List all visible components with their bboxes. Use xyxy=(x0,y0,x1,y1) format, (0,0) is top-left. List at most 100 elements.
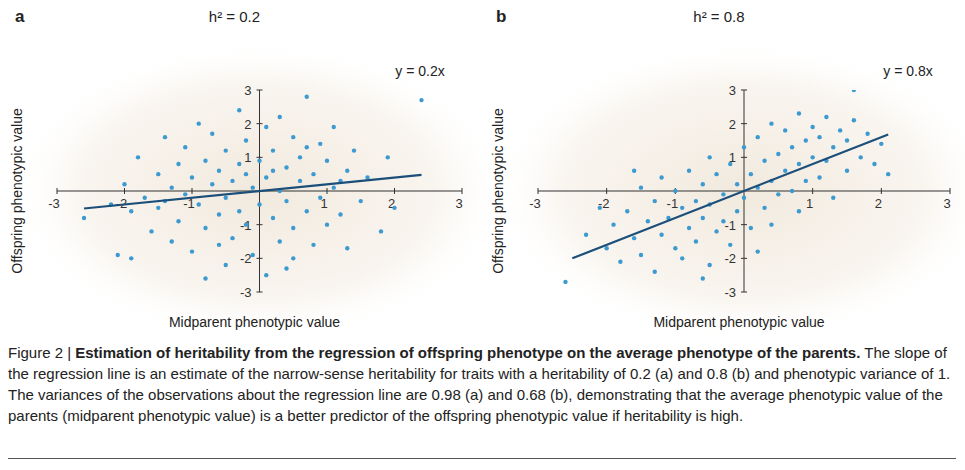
data-point xyxy=(291,135,295,139)
x-axis-label: Midparent phenotypic value xyxy=(169,314,340,330)
data-point xyxy=(278,239,282,243)
data-point xyxy=(338,212,342,216)
data-point xyxy=(203,226,207,230)
data-point xyxy=(210,132,214,136)
data-point xyxy=(251,185,255,189)
data-point xyxy=(149,229,153,233)
x-tick xyxy=(57,188,58,194)
data-point xyxy=(797,209,801,213)
data-point xyxy=(659,233,663,237)
data-point xyxy=(318,142,322,146)
data-point xyxy=(632,169,636,173)
data-point xyxy=(611,222,615,226)
y-tick-label: 3 xyxy=(729,83,736,98)
caption: Figure 2 | Estimation of heritability fr… xyxy=(8,342,958,426)
x-tick xyxy=(812,188,813,194)
y-tick xyxy=(257,258,263,259)
caption-rule xyxy=(8,458,956,459)
x-tick-label: 2 xyxy=(875,196,882,211)
data-point xyxy=(230,179,234,183)
equation: y = 0.2x xyxy=(395,63,444,79)
data-point xyxy=(298,179,302,183)
x-tick xyxy=(881,188,882,194)
data-point xyxy=(831,196,835,200)
data-point xyxy=(176,162,180,166)
data-point xyxy=(776,192,780,196)
data-point xyxy=(639,185,643,189)
data-point xyxy=(797,111,801,115)
data-point xyxy=(762,206,766,210)
regression-line xyxy=(84,175,422,209)
data-point xyxy=(244,172,248,176)
data-point xyxy=(810,125,814,129)
data-point xyxy=(386,155,390,159)
data-point xyxy=(210,182,214,186)
x-tick-label: 3 xyxy=(943,196,950,211)
data-point xyxy=(852,90,856,92)
data-point xyxy=(170,239,174,243)
data-point xyxy=(598,206,602,210)
data-point xyxy=(217,169,221,173)
data-point xyxy=(701,182,705,186)
x-tick xyxy=(327,188,328,194)
data-point xyxy=(392,206,396,210)
data-point xyxy=(257,202,261,206)
data-point xyxy=(284,199,288,203)
data-point xyxy=(237,108,241,112)
data-point xyxy=(817,135,821,139)
data-point xyxy=(311,172,315,176)
x-tick xyxy=(192,188,193,194)
y-tick-label: -3 xyxy=(724,285,736,300)
data-point xyxy=(659,175,663,179)
data-point xyxy=(203,159,207,163)
data-point xyxy=(714,172,718,176)
data-point xyxy=(156,172,160,176)
data-point xyxy=(673,246,677,250)
x-tick xyxy=(538,188,539,194)
y-tick-label: -2 xyxy=(724,251,736,266)
data-point xyxy=(817,175,821,179)
plot-data xyxy=(82,95,424,281)
data-point xyxy=(284,266,288,270)
data-point xyxy=(224,148,228,152)
y-tick xyxy=(741,90,747,91)
data-point xyxy=(742,145,746,149)
data-point xyxy=(625,209,629,213)
x-tick-label: -3 xyxy=(48,196,60,211)
data-point xyxy=(143,196,147,200)
x-tick-label: -1 xyxy=(667,196,679,211)
data-point xyxy=(271,148,275,152)
regression-line xyxy=(572,134,888,258)
data-point xyxy=(257,159,261,163)
data-point xyxy=(824,115,828,119)
y-axis-label: Offspring phenotypic value xyxy=(490,108,506,274)
background-glow xyxy=(8,40,510,341)
data-point xyxy=(584,233,588,237)
data-point xyxy=(264,125,268,129)
y-tick-label: 1 xyxy=(244,150,251,165)
data-point xyxy=(694,199,698,203)
data-point xyxy=(680,206,684,210)
x-tick-label: -3 xyxy=(529,196,541,211)
data-point xyxy=(687,226,691,230)
data-point xyxy=(419,98,423,102)
data-point xyxy=(271,169,275,173)
data-point xyxy=(217,243,221,247)
data-point xyxy=(284,165,288,169)
data-point xyxy=(701,276,705,280)
panel: -3-2-1123-3-2-1123bh² = 0.8y = 0.8xOffsp… xyxy=(489,7,965,340)
data-point xyxy=(790,189,794,193)
data-point xyxy=(244,222,248,226)
data-point xyxy=(859,155,863,159)
data-point xyxy=(197,121,201,125)
data-point xyxy=(804,138,808,142)
data-point xyxy=(756,249,760,253)
data-point xyxy=(756,135,760,139)
x-tick xyxy=(950,188,951,194)
data-point xyxy=(318,196,322,200)
data-point xyxy=(278,115,282,119)
data-point xyxy=(203,276,207,280)
equation: y = 0.8x xyxy=(883,63,932,79)
data-point xyxy=(694,239,698,243)
data-point xyxy=(190,249,194,253)
